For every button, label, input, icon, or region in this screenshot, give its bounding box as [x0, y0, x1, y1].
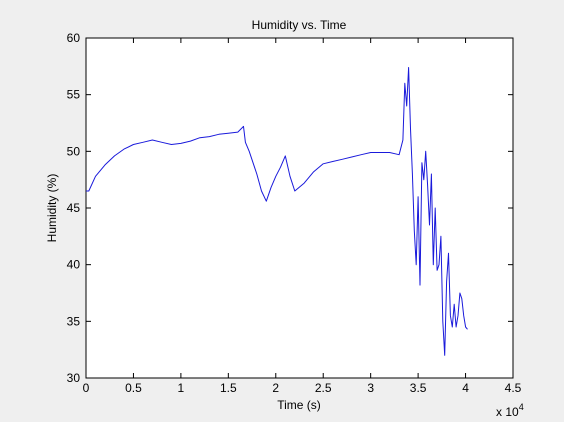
y-tick-label: 30 — [67, 371, 81, 385]
x-tick-label: 4.5 — [505, 381, 522, 395]
chart-title: Humidity vs. Time — [252, 18, 347, 32]
y-axis-label: Humidity (%) — [45, 174, 59, 243]
x-tick-label: 0.5 — [125, 381, 142, 395]
plot-area — [85, 37, 514, 379]
x-tick-label: 2.5 — [315, 381, 332, 395]
x-tick-label: 4 — [462, 381, 469, 395]
y-tick-label: 45 — [67, 201, 81, 215]
x-axis-multiplier: x 104 — [496, 402, 524, 419]
x-axis-label: Time (s) — [277, 398, 321, 412]
x-axis-ticks: 0 0.5 1 1.5 2 2.5 3 3.5 4 4.5 — [83, 38, 522, 395]
x-tick-label: 3.5 — [410, 381, 427, 395]
x-tick-label: 1 — [178, 381, 185, 395]
y-axis-ticks: 30 35 40 45 50 55 60 — [67, 31, 513, 385]
x-tick-label: 3 — [367, 381, 374, 395]
y-tick-label: 40 — [67, 258, 81, 272]
x-tick-label: 1.5 — [220, 381, 237, 395]
series-group — [86, 67, 468, 356]
x-axis-multiplier-base: x 10 — [496, 405, 519, 419]
humidity-series-line — [86, 67, 468, 356]
x-tick-label: 2 — [272, 381, 279, 395]
y-tick-label: 35 — [67, 314, 81, 328]
x-axis-multiplier-exponent: 4 — [519, 402, 524, 412]
y-tick-label: 50 — [67, 144, 81, 158]
y-tick-label: 60 — [67, 31, 81, 45]
y-tick-label: 55 — [67, 88, 81, 102]
x-tick-label: 0 — [83, 381, 90, 395]
